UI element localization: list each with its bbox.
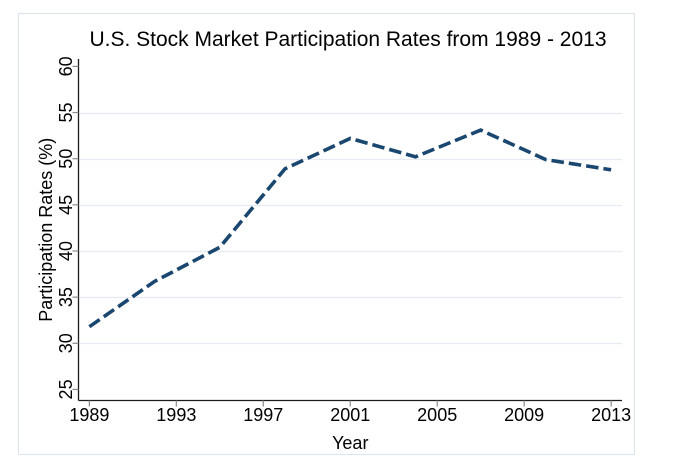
x-tick-label: 2013: [591, 405, 631, 425]
graph-region-border: [18, 13, 635, 455]
y-tick-label: 40: [56, 241, 76, 261]
x-tick-label: 1997: [243, 405, 283, 425]
y-tick-label: 35: [56, 287, 76, 307]
x-tick-label: 1993: [156, 405, 196, 425]
y-tick-label: 55: [56, 103, 76, 123]
x-tick-label: 2005: [417, 405, 457, 425]
y-axis-ticks: 25 30 35 40 45 50 55 60: [56, 56, 79, 399]
y-tick-label: 30: [56, 333, 76, 353]
x-axis-title: Year: [332, 433, 368, 453]
y-tick-label: 50: [56, 149, 76, 169]
x-tick-label: 1989: [69, 405, 109, 425]
y-gridlines: [78, 112, 622, 345]
y-tick-label: 45: [56, 195, 76, 215]
x-tick-label: 2009: [504, 405, 544, 425]
chart-title: U.S. Stock Market Participation Rates fr…: [89, 28, 606, 51]
y-axis-title: Participation Rates (%): [36, 138, 56, 322]
participation-rate-series-line: [88, 128, 612, 329]
y-tick-label: 25: [56, 379, 76, 399]
y-tick-label: 60: [56, 56, 76, 76]
x-axis-ticks: 1989 1993 1997 2001 2005 2009 2013: [69, 400, 631, 425]
x-tick-label: 2001: [330, 405, 370, 425]
